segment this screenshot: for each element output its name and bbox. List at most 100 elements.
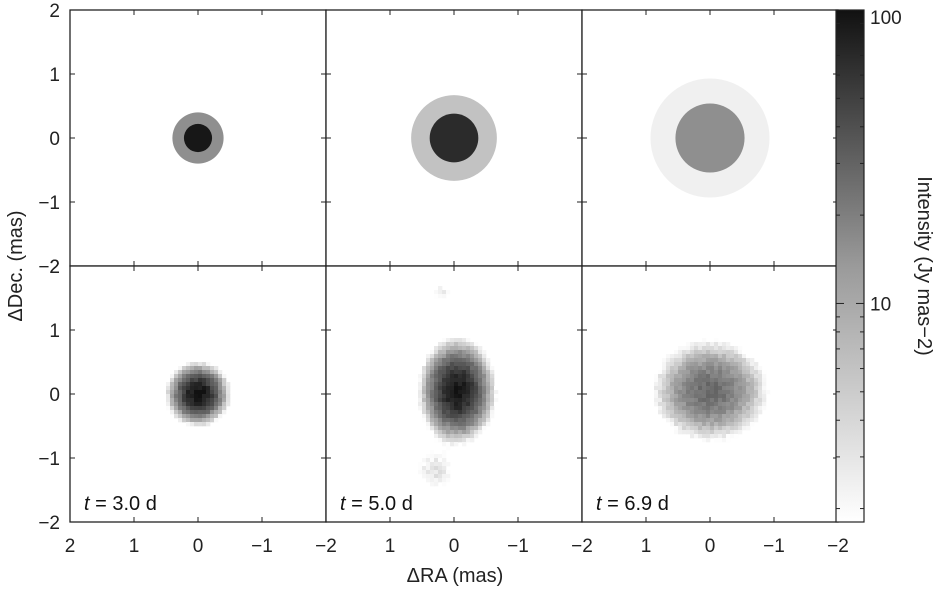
image-pixel [478, 398, 483, 403]
image-pixel [426, 366, 431, 371]
image-pixel [686, 350, 691, 355]
image-pixel [430, 370, 435, 375]
image-pixel [710, 382, 715, 387]
image-pixel [438, 466, 443, 471]
image-pixel [726, 354, 731, 359]
image-pixel [486, 374, 491, 379]
image-pixel [430, 418, 435, 423]
image-pixel [754, 366, 759, 371]
image-pixel [478, 362, 483, 367]
image-pixel [454, 390, 459, 395]
image-pixel [690, 406, 695, 411]
image-pixel [666, 394, 671, 399]
image-pixel [458, 398, 463, 403]
image-pixel [718, 354, 723, 359]
image-pixel [690, 414, 695, 419]
image-pixel [214, 370, 219, 375]
image-pixel [202, 414, 207, 419]
image-pixel [422, 466, 427, 471]
image-pixel [214, 418, 219, 423]
image-pixel [710, 406, 715, 411]
image-pixel [446, 418, 451, 423]
image-pixel [462, 354, 467, 359]
image-pixel [458, 386, 463, 391]
image-pixel [698, 374, 703, 379]
image-pixel [730, 374, 735, 379]
image-pixel [698, 382, 703, 387]
image-pixel [442, 470, 447, 475]
image-pixel [186, 362, 191, 367]
image-pixel [470, 350, 475, 355]
image-pixel [710, 350, 715, 355]
image-pixel [482, 382, 487, 387]
image-pixel [694, 366, 699, 371]
image-pixel [470, 430, 475, 435]
image-pixel [734, 402, 739, 407]
image-pixel [762, 378, 767, 383]
image-pixel [682, 422, 687, 427]
image-pixel [438, 394, 443, 399]
image-pixel [766, 390, 771, 395]
image-pixel [706, 378, 711, 383]
image-pixel [694, 402, 699, 407]
image-pixel [758, 390, 763, 395]
image-pixel [482, 354, 487, 359]
image-pixel [446, 410, 451, 415]
image-pixel [454, 354, 459, 359]
image-pixel [718, 406, 723, 411]
image-pixel [686, 394, 691, 399]
image-pixel [734, 350, 739, 355]
image-pixel [438, 358, 443, 363]
image-pixel [722, 438, 727, 443]
image-pixel [658, 366, 663, 371]
image-pixel [418, 390, 423, 395]
image-pixel [722, 418, 727, 423]
image-pixel [478, 402, 483, 407]
image-pixel [690, 358, 695, 363]
image-pixel [166, 386, 171, 391]
image-pixel [430, 466, 435, 471]
image-pixel [718, 410, 723, 415]
image-pixel [742, 390, 747, 395]
image-pixel [678, 346, 683, 351]
image-pixel [182, 386, 187, 391]
image-pixel [678, 414, 683, 419]
image-pixel [470, 426, 475, 431]
image-pixel [466, 386, 471, 391]
image-pixel [446, 290, 451, 295]
image-pixel [478, 394, 483, 399]
image-pixel [694, 434, 699, 439]
image-pixel [454, 362, 459, 367]
image-pixel [746, 410, 751, 415]
image-pixel [694, 350, 699, 355]
image-pixel [682, 386, 687, 391]
image-pixel [442, 346, 447, 351]
image-pixel [482, 422, 487, 427]
image-pixel [710, 426, 715, 431]
image-pixel [754, 398, 759, 403]
image-pixel [458, 362, 463, 367]
image-pixel [678, 370, 683, 375]
image-pixel [706, 358, 711, 363]
image-pixel [434, 406, 439, 411]
image-pixel [674, 418, 679, 423]
image-pixel [754, 402, 759, 407]
image-pixel [738, 430, 743, 435]
image-pixel [698, 406, 703, 411]
image-pixel [206, 402, 211, 407]
image-pixel [422, 374, 427, 379]
image-pixel [226, 390, 231, 395]
image-pixel [214, 374, 219, 379]
image-pixel [454, 442, 459, 447]
image-pixel [666, 362, 671, 367]
image-pixel [430, 390, 435, 395]
image-pixel [462, 362, 467, 367]
image-pixel [714, 414, 719, 419]
image-pixel [674, 398, 679, 403]
image-pixel [182, 418, 187, 423]
image-pixel [690, 346, 695, 351]
image-pixel [442, 382, 447, 387]
image-pixel [690, 390, 695, 395]
image-pixel [426, 354, 431, 359]
image-pixel [206, 406, 211, 411]
